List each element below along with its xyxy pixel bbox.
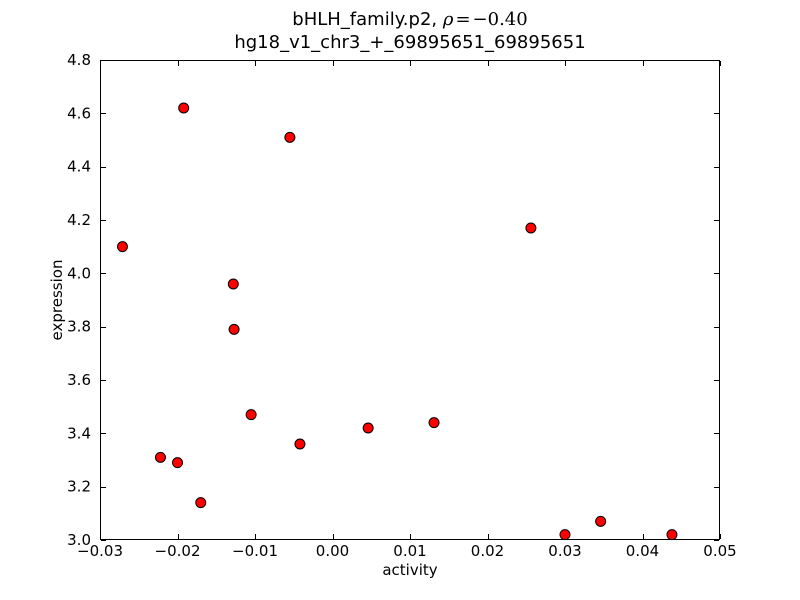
- data-point: [172, 457, 183, 469]
- y-tick-label: 4.4: [67, 158, 91, 176]
- data-point: [284, 131, 296, 143]
- y-tick-label: 3.8: [67, 318, 91, 336]
- y-tick-label: 3.4: [67, 424, 91, 442]
- data-point: [227, 278, 239, 290]
- x-tick-label: 0.00: [316, 542, 349, 560]
- x-tick-label: −0.01: [232, 542, 278, 560]
- y-tick-label: 4.8: [67, 51, 91, 69]
- data-point: [154, 451, 166, 463]
- x-tick-label: 0.01: [393, 542, 426, 560]
- chart-title-block: bHLH_family.p2, ρ = −0.40 hg18_v1_chr3_+_6…: [100, 8, 720, 54]
- data-point: [525, 222, 537, 234]
- title-rho-symbol: ρ: [442, 9, 454, 30]
- data-point: [595, 515, 607, 527]
- data-point: [362, 422, 374, 434]
- data-point: [428, 417, 440, 429]
- title-name-text: bHLH_family.p2,: [292, 9, 443, 30]
- data-point: [116, 241, 128, 253]
- y-tick-label: 4.2: [67, 211, 91, 229]
- y-tick-label: 4.6: [67, 104, 91, 122]
- y-tick-label: 3.6: [67, 371, 91, 389]
- data-point: [245, 409, 257, 421]
- x-tick-label: 0.02: [471, 542, 504, 560]
- x-tick-label: −0.02: [155, 542, 201, 560]
- x-axis-label: activity: [382, 561, 438, 579]
- chart-title-line2: hg18_v1_chr3_+_69895651_69895651: [234, 32, 586, 53]
- title-rho-value: −0.40: [472, 9, 528, 30]
- plot-frame: [100, 60, 720, 540]
- data-point: [559, 529, 571, 541]
- data-point: [195, 497, 207, 509]
- data-point: [666, 529, 678, 541]
- data-point: [228, 323, 240, 335]
- y-axis-label: expression: [48, 259, 66, 341]
- x-tick-label: 0.04: [626, 542, 659, 560]
- x-tick-label: 0.03: [548, 542, 581, 560]
- x-tick-label: −0.03: [77, 542, 123, 560]
- y-tick-label: 4.0: [67, 264, 91, 282]
- data-point: [178, 102, 190, 114]
- title-equals-sign: =: [455, 9, 471, 30]
- y-tick-label: 3.2: [67, 478, 91, 496]
- chart-title-line1: bHLH_family.p2, ρ = −0.40: [100, 8, 720, 31]
- x-tick-label: 0.05: [703, 542, 736, 560]
- data-point: [294, 438, 306, 450]
- y-tick-label: 3.0: [67, 531, 91, 549]
